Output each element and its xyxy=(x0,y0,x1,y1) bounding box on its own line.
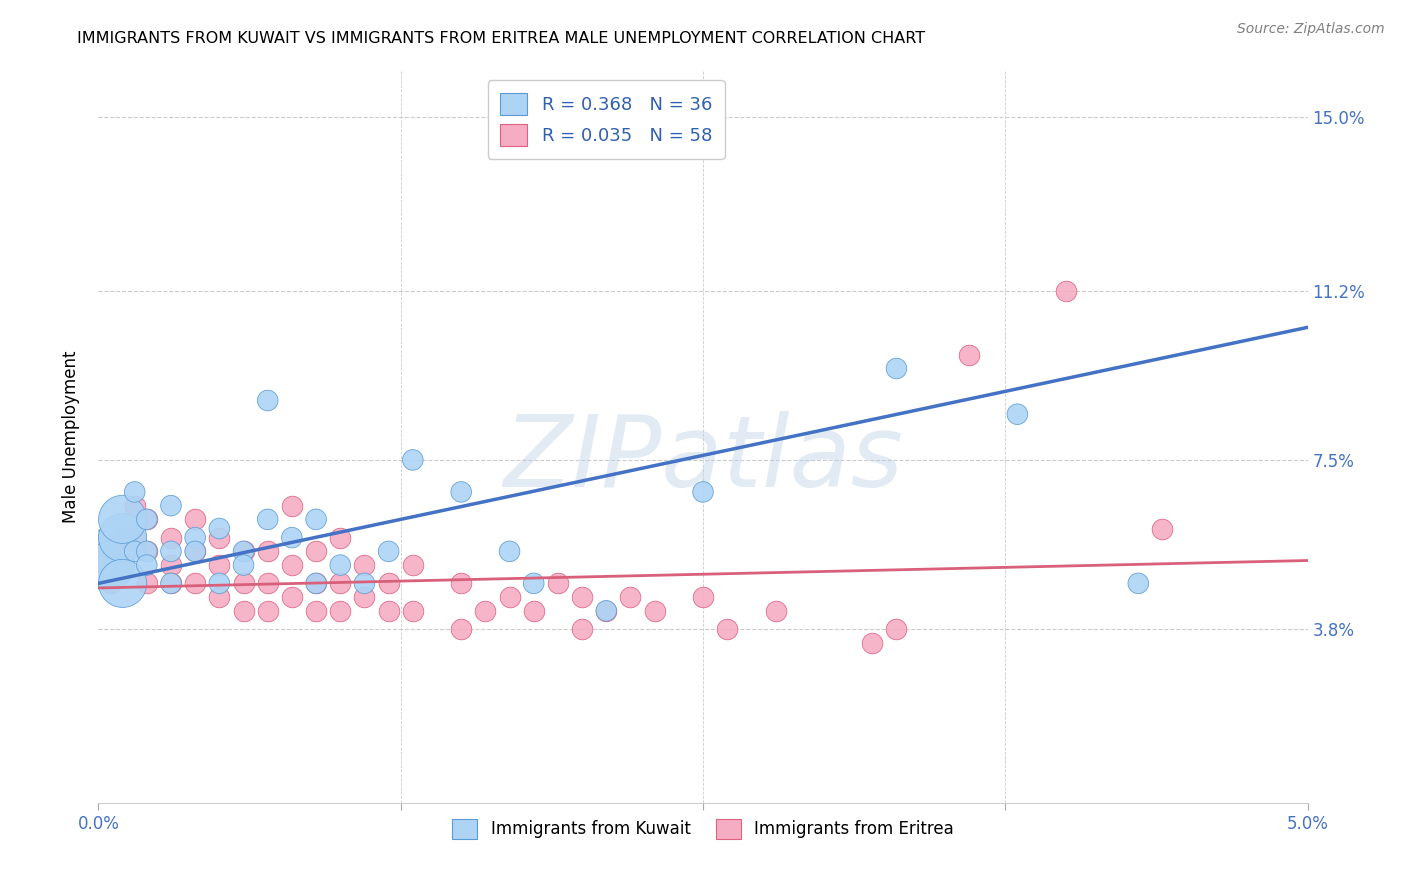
Point xyxy=(232,558,254,573)
Point xyxy=(232,544,254,558)
Point xyxy=(256,604,278,618)
Point xyxy=(100,558,122,573)
Point xyxy=(329,531,352,545)
Point xyxy=(644,604,666,618)
Point xyxy=(498,544,520,558)
Point xyxy=(135,558,157,573)
Point xyxy=(160,576,183,591)
Point xyxy=(450,576,472,591)
Point xyxy=(886,361,908,376)
Point xyxy=(402,453,425,467)
Point xyxy=(184,576,207,591)
Text: IMMIGRANTS FROM KUWAIT VS IMMIGRANTS FROM ERITREA MALE UNEMPLOYMENT CORRELATION : IMMIGRANTS FROM KUWAIT VS IMMIGRANTS FRO… xyxy=(77,31,925,46)
Point xyxy=(208,590,231,604)
Point xyxy=(184,512,207,526)
Point xyxy=(256,576,278,591)
Point xyxy=(619,590,641,604)
Point xyxy=(208,531,231,545)
Point xyxy=(716,622,738,636)
Point xyxy=(595,604,617,618)
Y-axis label: Male Unemployment: Male Unemployment xyxy=(62,351,80,524)
Point xyxy=(450,622,472,636)
Point xyxy=(1128,576,1150,591)
Point xyxy=(329,604,352,618)
Point xyxy=(305,576,328,591)
Point xyxy=(232,544,254,558)
Point xyxy=(124,531,146,545)
Point xyxy=(547,576,569,591)
Point xyxy=(765,604,787,618)
Point xyxy=(402,558,425,573)
Point xyxy=(523,576,546,591)
Point xyxy=(111,558,134,573)
Point xyxy=(256,393,278,408)
Point xyxy=(474,604,496,618)
Point xyxy=(281,590,304,604)
Point xyxy=(135,544,157,558)
Point xyxy=(595,604,617,618)
Point xyxy=(232,604,254,618)
Point xyxy=(957,348,980,362)
Point xyxy=(184,544,207,558)
Point xyxy=(135,512,157,526)
Point xyxy=(124,544,146,558)
Text: Source: ZipAtlas.com: Source: ZipAtlas.com xyxy=(1237,22,1385,37)
Point xyxy=(160,576,183,591)
Point xyxy=(353,590,375,604)
Point xyxy=(111,512,134,526)
Point xyxy=(124,499,146,513)
Point xyxy=(100,544,122,558)
Point xyxy=(111,576,134,591)
Point xyxy=(886,622,908,636)
Point xyxy=(571,622,593,636)
Point xyxy=(305,544,328,558)
Point xyxy=(329,576,352,591)
Point xyxy=(232,576,254,591)
Point xyxy=(208,576,231,591)
Point xyxy=(305,604,328,618)
Point xyxy=(184,531,207,545)
Point xyxy=(450,485,472,500)
Point xyxy=(692,590,714,604)
Point xyxy=(523,604,546,618)
Point xyxy=(1054,284,1077,298)
Point xyxy=(402,604,425,618)
Point xyxy=(281,531,304,545)
Point xyxy=(135,512,157,526)
Legend: Immigrants from Kuwait, Immigrants from Eritrea: Immigrants from Kuwait, Immigrants from … xyxy=(446,812,960,846)
Point xyxy=(498,590,520,604)
Point xyxy=(281,558,304,573)
Point xyxy=(281,499,304,513)
Point xyxy=(1152,521,1174,535)
Point xyxy=(353,558,375,573)
Point xyxy=(377,604,399,618)
Point xyxy=(160,499,183,513)
Point xyxy=(100,576,122,591)
Point xyxy=(860,636,883,650)
Point xyxy=(124,485,146,500)
Point xyxy=(692,485,714,500)
Point xyxy=(377,576,399,591)
Point xyxy=(256,544,278,558)
Point xyxy=(111,531,134,545)
Point xyxy=(100,544,122,558)
Point xyxy=(208,521,231,535)
Point xyxy=(111,531,134,545)
Point xyxy=(353,576,375,591)
Point xyxy=(184,544,207,558)
Text: ZIPatlas: ZIPatlas xyxy=(503,410,903,508)
Point xyxy=(377,544,399,558)
Point xyxy=(256,512,278,526)
Point xyxy=(160,531,183,545)
Point xyxy=(305,576,328,591)
Point xyxy=(571,590,593,604)
Point xyxy=(160,558,183,573)
Point xyxy=(1007,407,1029,421)
Point xyxy=(135,576,157,591)
Point xyxy=(305,512,328,526)
Point xyxy=(329,558,352,573)
Point xyxy=(208,558,231,573)
Point xyxy=(135,544,157,558)
Point xyxy=(160,544,183,558)
